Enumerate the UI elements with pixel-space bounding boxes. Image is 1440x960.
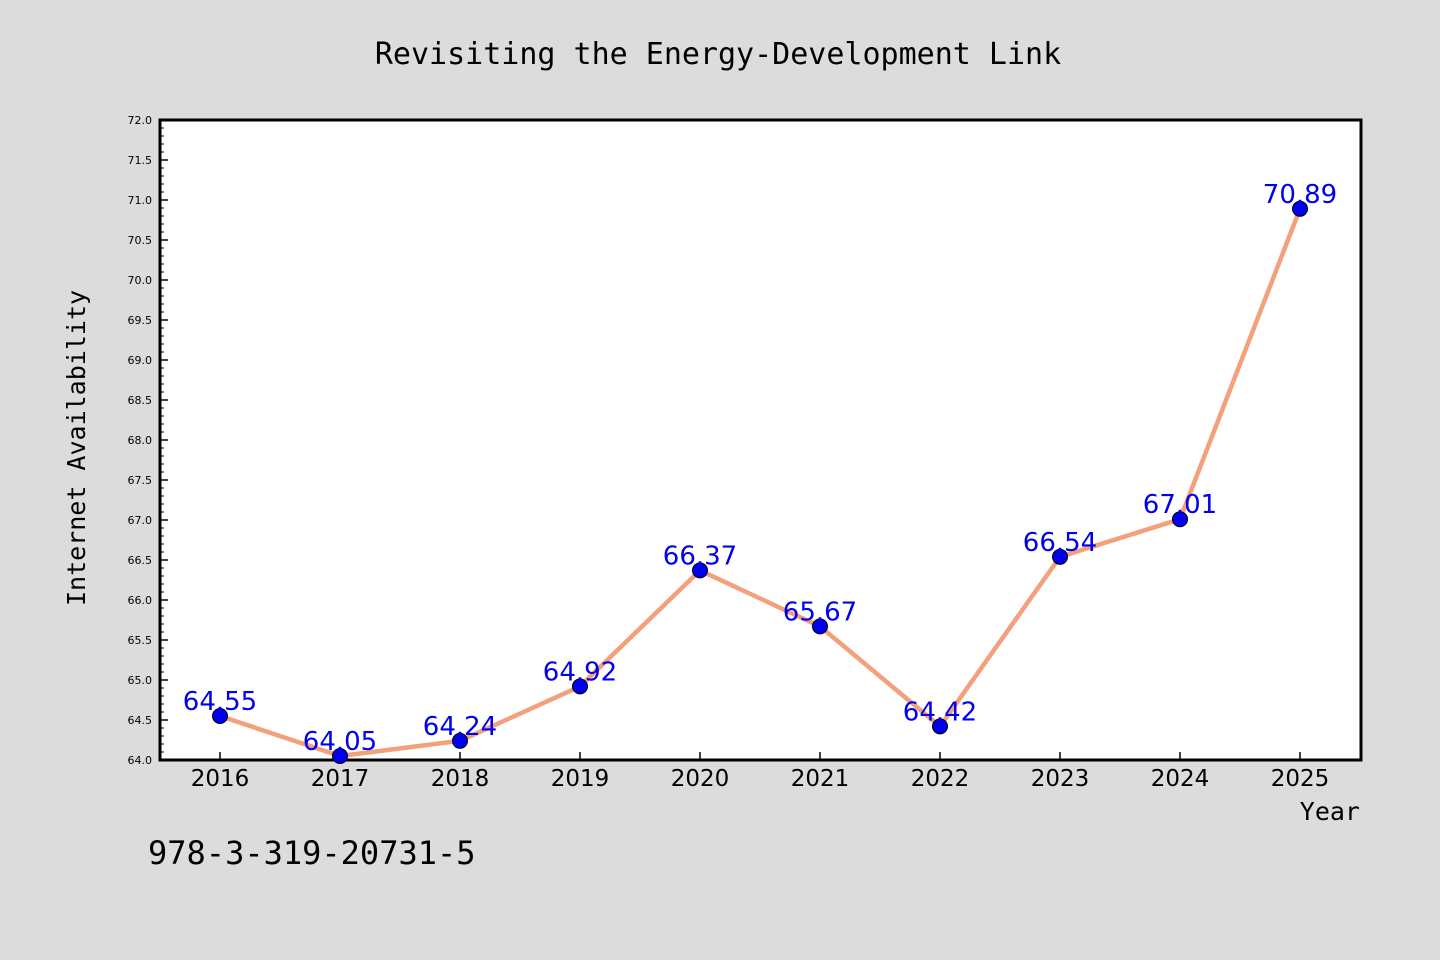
x-tick-label: 2023 bbox=[1031, 766, 1090, 792]
y-tick-label: 69.0 bbox=[128, 354, 153, 367]
x-tick-label: 2024 bbox=[1151, 766, 1210, 792]
data-point bbox=[332, 748, 348, 764]
data-labels: 64.55 64.05 64.24 64.92 66.37 65.67 64.42 66.54… bbox=[183, 180, 1337, 757]
y-axis: 64.0 64.5 65.0 65.5 66.0 66.5 67.0 67.5 68.0 68.5… bbox=[128, 114, 168, 767]
y-tick-label: 69.5 bbox=[128, 314, 153, 327]
data-label: 64.05 bbox=[303, 727, 377, 757]
data-label: 65.67 bbox=[783, 597, 857, 627]
y-tick-label: 71.5 bbox=[128, 154, 153, 167]
x-tick-label: 2019 bbox=[551, 766, 610, 792]
data-point bbox=[452, 732, 468, 749]
y-tick-label: 70.5 bbox=[128, 234, 153, 247]
data-label: 64.42 bbox=[903, 697, 977, 727]
y-tick-label: 68.0 bbox=[128, 434, 153, 447]
data-point bbox=[1172, 511, 1188, 528]
data-point bbox=[932, 718, 948, 735]
y-tick-label: 66.0 bbox=[128, 594, 153, 607]
y-tick-label: 72.0 bbox=[128, 114, 153, 127]
y-tick-label: 64.0 bbox=[128, 754, 153, 767]
data-label: 64.55 bbox=[183, 687, 257, 717]
y-tick-label: 70.0 bbox=[128, 274, 153, 287]
x-tick-label: 2022 bbox=[911, 766, 970, 792]
data-point bbox=[692, 562, 708, 579]
plot-area bbox=[158, 118, 1363, 762]
y-tick-label: 66.5 bbox=[128, 554, 153, 567]
data-label: 67.01 bbox=[1143, 490, 1217, 520]
x-tick-label: 2020 bbox=[671, 766, 730, 792]
x-tick-label: 2025 bbox=[1271, 766, 1330, 792]
y-tick-label: 67.0 bbox=[128, 514, 153, 527]
x-tick-label: 2018 bbox=[431, 766, 490, 792]
data-point bbox=[1052, 548, 1068, 565]
y-tick-label: 65.5 bbox=[128, 634, 153, 647]
data-label: 66.37 bbox=[663, 541, 737, 571]
chart-title: Revisiting the Energy-Development Link bbox=[375, 37, 1061, 72]
data-point bbox=[572, 678, 588, 695]
series-markers bbox=[212, 200, 1308, 764]
x-tick-label: 2016 bbox=[191, 766, 250, 792]
y-tick-label: 67.5 bbox=[128, 474, 153, 487]
x-tick-label: 2017 bbox=[311, 766, 370, 792]
x-axis-label: Year bbox=[1300, 797, 1360, 826]
data-label: 64.92 bbox=[543, 657, 617, 687]
y-tick-label: 65.0 bbox=[128, 674, 153, 687]
series-polyline bbox=[217, 206, 1303, 759]
data-label: 66.54 bbox=[1023, 528, 1097, 558]
data-point bbox=[812, 618, 828, 635]
y-tick-label: 71.0 bbox=[128, 194, 153, 207]
y-tick-label: 68.5 bbox=[128, 394, 153, 407]
data-label: 64.24 bbox=[423, 712, 497, 742]
x-tick-label: 2021 bbox=[791, 766, 850, 792]
x-axis: 2016 2017 2018 2019 2020 2021 2022 2023 2024 2025 bbox=[191, 752, 1330, 792]
data-label: 70.89 bbox=[1263, 180, 1337, 210]
isbn-text: 978-3-319-20731-5 bbox=[148, 834, 476, 872]
data-point bbox=[212, 708, 228, 724]
y-axis-label: Internet Availability bbox=[62, 290, 91, 606]
data-point bbox=[1292, 200, 1308, 217]
y-tick-label: 64.5 bbox=[128, 714, 153, 727]
series-line bbox=[217, 206, 1303, 759]
